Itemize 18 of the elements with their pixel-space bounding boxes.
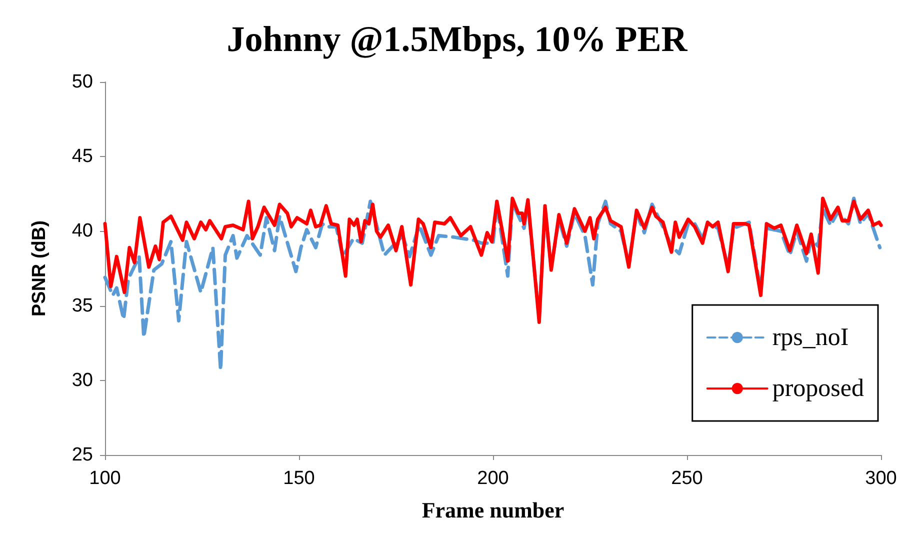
y-tick-label: 45	[72, 146, 93, 168]
x-tick-label: 200	[477, 468, 509, 489]
line-series	[103, 196, 882, 372]
x-tick-label: 250	[671, 468, 703, 489]
x-tick-label: 150	[283, 468, 315, 489]
y-tick-label: 30	[72, 370, 93, 391]
y-tick-label: 40	[72, 220, 93, 242]
x-tick-label: 300	[865, 468, 897, 489]
y-tick-label: 35	[72, 295, 93, 316]
x-tick-label: 100	[89, 468, 121, 489]
chart-title: Johnny @1.5Mbps, 10% PER	[226, 19, 688, 59]
y-axis-title: PSNR (dB)	[29, 220, 50, 317]
legend-label: proposed	[772, 375, 864, 402]
legend-label: rps_noI	[772, 324, 849, 351]
y-tick-label: 25	[72, 444, 93, 466]
y-tick-label: 50	[72, 72, 93, 92]
x-axis-title: Frame number	[422, 498, 564, 522]
line-series	[103, 196, 883, 324]
